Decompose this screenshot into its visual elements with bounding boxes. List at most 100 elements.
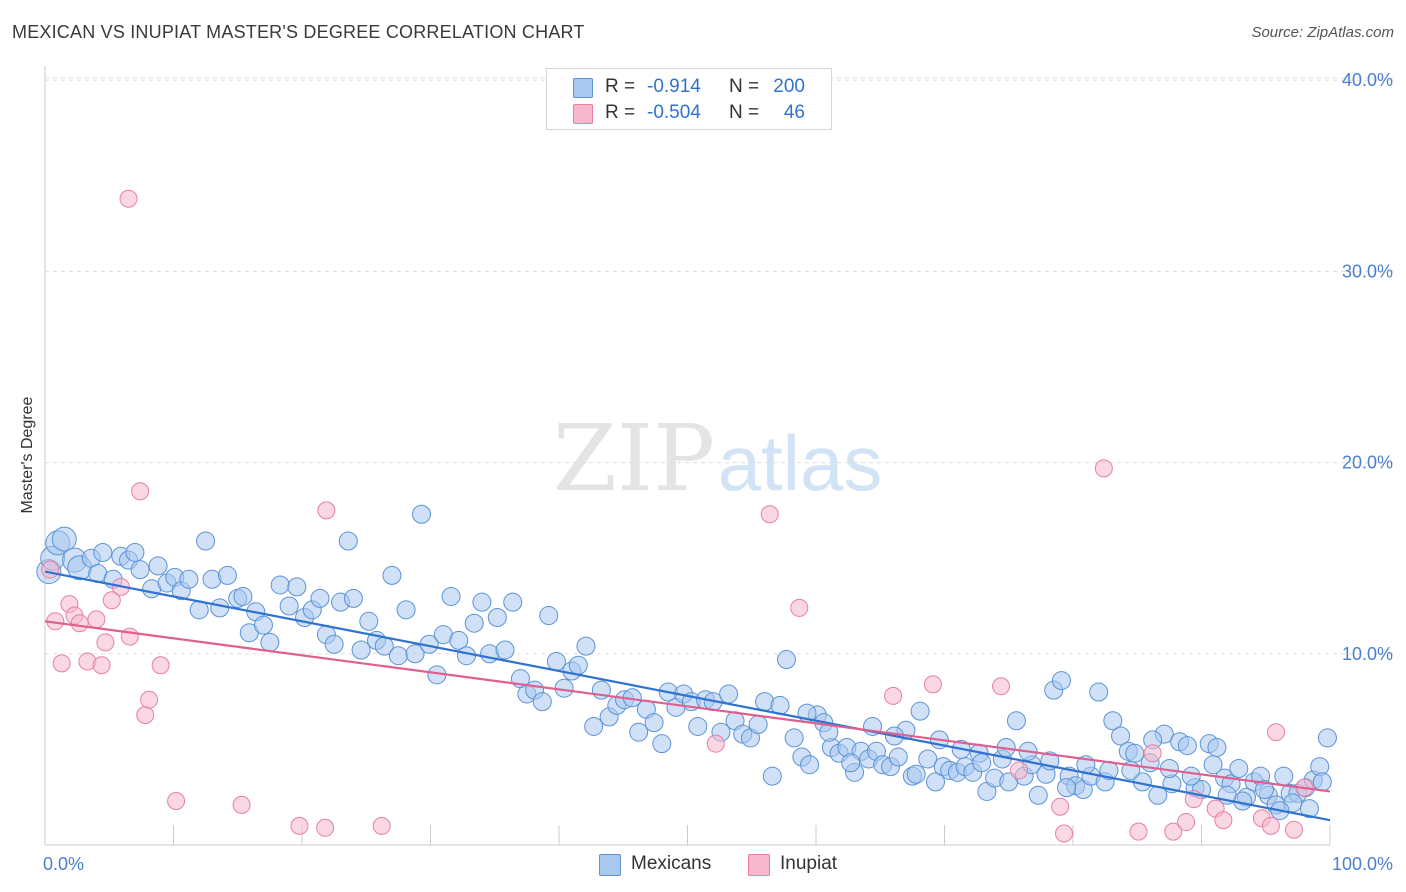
data-point-mexicans [405,644,425,664]
data-point-inupiat [290,816,309,835]
data-point-mexicans [51,526,77,552]
mexicans-legend-swatch [599,854,621,876]
stats-row-mexicans: R = -0.914 N = 200 [547,75,831,99]
data-point-mexicans [270,575,290,595]
data-point-inupiat [87,610,106,629]
r-value: -0.504 [647,102,701,123]
data-point-mexicans [1181,766,1201,786]
data-point-mexicans [472,592,492,612]
data-point-inupiat [136,705,155,724]
data-point-mexicans [1299,799,1319,819]
data-point-mexicans [217,565,237,585]
data-point-inupiat [167,792,186,811]
data-point-mexicans [310,588,330,608]
data-point-mexicans [841,753,861,773]
series-legend: Mexicans Inupiat [0,853,1406,877]
data-point-inupiat [1010,761,1029,780]
y-tick-label: 20.0% [1342,453,1393,473]
trend-line-inupiat [44,620,1331,793]
r-label: R = [605,102,636,123]
data-point-mexicans [539,606,559,626]
data-point-inupiat [790,598,809,617]
data-point-mexicans [260,632,280,652]
data-point-inupiat [1267,723,1286,742]
trend-line-mexicans [44,570,1331,822]
n-value: 46 [783,102,805,123]
data-point-mexicans [382,565,402,585]
legend-label-inupiat: Inupiat [780,853,838,874]
data-point-mexicans [688,716,708,736]
data-point-mexicans [359,611,379,631]
data-point-inupiat [1051,797,1070,816]
legend-label-mexicans: Mexicans [631,853,712,874]
source-label[interactable]: Source: ZipAtlas.com [1251,24,1394,41]
inupiat-swatch [573,104,593,124]
data-point-mexicans [351,640,371,660]
data-point-mexicans [412,504,432,524]
data-point-inupiat [317,501,336,520]
data-point-inupiat [1261,816,1280,835]
data-point-inupiat [923,675,942,694]
data-point-inupiat [992,677,1011,696]
data-point-mexicans [1057,778,1077,798]
data-point-inupiat [1285,820,1304,839]
stats-legend: R = -0.914 N = 200 R = -0.504 N = 46 [546,68,832,130]
data-point-inupiat [316,818,335,837]
data-point-mexicans [93,542,113,562]
data-point-inupiat [1143,744,1162,763]
n-label: N = [729,76,760,97]
data-point-mexicans [179,569,199,589]
x-tick-label: 100.0% [1332,854,1393,874]
data-point-mexicans [487,607,507,627]
data-point-inupiat [1094,459,1113,478]
watermark-zip: ZIP [553,405,715,512]
r-label: R = [605,76,636,97]
data-point-mexicans [748,715,768,735]
data-point-mexicans [503,592,523,612]
data-point-inupiat [92,656,111,675]
data-point-inupiat [119,189,138,208]
data-point-mexicans [1207,737,1227,757]
data-point-mexicans [1111,726,1131,746]
data-point-mexicans [1317,728,1337,748]
data-point-inupiat [96,633,115,652]
data-point-mexicans [784,728,804,748]
tick-labels: 10.0% 20.0% 30.0% 40.0% 0.0% 100.0% [43,70,1393,874]
data-point-mexicans [456,646,476,666]
r-value: -0.914 [647,76,701,97]
data-point-mexicans [148,556,168,576]
data-point-mexicans [1089,682,1109,702]
data-point-mexicans [130,560,150,580]
data-point-mexicans [1028,785,1048,805]
data-point-mexicans [1006,711,1026,731]
data-point-mexicans [576,636,596,656]
data-point-inupiat [1055,824,1074,843]
data-point-mexicans [196,531,216,551]
data-point-mexicans [918,749,938,769]
n-value: 200 [773,76,805,97]
data-point-mexicans [1312,772,1332,792]
data-point-mexicans [546,651,566,671]
data-point-mexicans [324,634,344,654]
series-inupiat [41,189,1314,843]
data-point-mexicans [253,615,273,635]
y-tick-label: 10.0% [1342,644,1393,664]
data-point-mexicans [1103,711,1123,731]
chart-title: MEXICAN VS INUPIAT MASTER'S DEGREE CORRE… [12,22,585,42]
data-point-mexicans [343,588,363,608]
data-point-inupiat [1214,811,1233,830]
data-point-mexicans [584,716,604,736]
data-point-mexicans [1229,759,1249,779]
data-point-inupiat [70,614,89,633]
data-point-mexicans [532,692,552,712]
data-point-mexicans [125,542,145,562]
data-point-mexicans [906,764,926,784]
data-point-mexicans [762,766,782,786]
data-point-inupiat [760,505,779,524]
data-point-inupiat [151,656,170,675]
data-point-mexicans [210,598,230,618]
data-point-mexicans [338,531,358,551]
data-point-mexicans [388,646,408,666]
data-point-mexicans [644,713,664,733]
data-point-inupiat [1164,822,1183,841]
